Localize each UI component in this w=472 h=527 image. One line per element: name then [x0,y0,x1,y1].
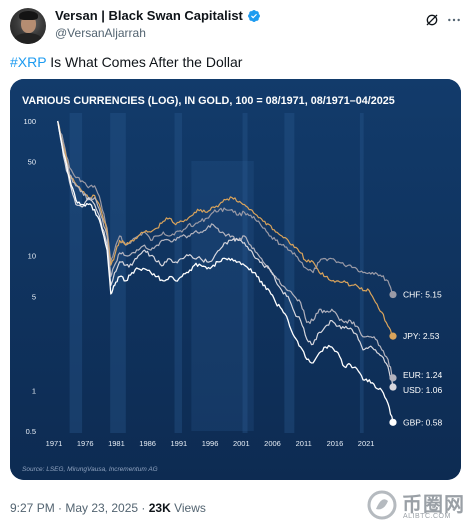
watermark-subtext: ALIBTC.COM [403,513,451,520]
end-labels: CHF: 5.15 JPY: 2.53 EUR: 1.24 USD: 1.06 GBP:… [389,290,442,427]
series-line-usd [57,120,394,388]
x-tick-label: 1981 [108,439,125,448]
band [359,113,364,433]
end-label-usd: USD: 1.06 [403,385,442,395]
x-tick-label: 2006 [264,439,281,448]
end-label-gbp: GBP: 0.58 [403,417,442,427]
series-line-jpy [57,120,394,337]
end-point-eur [389,374,397,382]
hashtag-link[interactable]: #XRP [10,54,47,70]
end-point-jpy [389,332,397,340]
currency-chart: VARIOUS CURRENCIES (LOG), IN GOLD, 100 =… [10,79,461,480]
x-tick-label: 2021 [358,439,375,448]
chart-image[interactable]: VARIOUS CURRENCIES (LOG), IN GOLD, 100 =… [10,79,461,480]
recession-bands [69,113,364,433]
end-label-chf: CHF: 5.15 [403,290,442,300]
band [110,113,126,433]
watermark-text: 币圈网 [402,494,465,516]
x-tick-label: 2016 [327,439,344,448]
end-point-gbp [389,418,397,426]
x-tick-label: 1996 [202,439,219,448]
x-tick-label: 1986 [139,439,156,448]
tweet-text-body: Is What Comes After the Dollar [46,54,243,70]
x-axis-ticks: 1971 1976 1981 1986 1991 1996 2001 2006 2011 2016… [46,439,375,448]
tweet-header: Versan | Black Swan Capitalist @VersanAl… [10,6,462,46]
y-tick-label: 10 [28,252,36,261]
band [242,113,248,433]
x-tick-label: 1976 [77,439,94,448]
series-line-eur [57,120,394,379]
tweet-text: #XRP Is What Comes After the Dollar [10,54,242,70]
series-line-gbp [57,120,394,423]
grok-icon[interactable] [424,12,440,28]
band [191,161,254,431]
watermark-logo-icon [367,490,397,520]
y-tick-label: 100 [23,117,36,126]
author-name[interactable]: Versan | Black Swan Capitalist [55,8,243,23]
band [69,113,83,433]
x-tick-label: 1971 [46,439,63,448]
site-watermark: 币圈网 ALIBTC.COM [366,487,466,525]
series-line-chf [57,120,394,295]
tweet-meta: 9:27 PM · May 23, 2025 · 23K Views [10,501,206,515]
end-point-usd [389,383,397,391]
end-label-eur: EUR: 1.24 [403,370,442,380]
y-tick-label: 1 [32,386,36,395]
views-label: Views [170,501,206,515]
avatar-hair [19,11,38,20]
series-lines [57,120,394,423]
end-point-chf [389,290,397,299]
author-row: Versan | Black Swan Capitalist [55,8,261,23]
band [284,113,295,433]
end-label-jpy: JPY: 2.53 [403,331,440,341]
avatar[interactable] [10,8,46,44]
x-tick-label: 2011 [296,439,312,448]
chart-title: VARIOUS CURRENCIES (LOG), IN GOLD, 100 =… [22,95,395,107]
verified-badge-icon [247,9,260,22]
avatar-shoulders [13,33,43,44]
x-tick-label: 1991 [171,439,188,448]
y-tick-label: 50 [28,158,36,167]
y-axis-ticks: 100 50 10 5 1 0.5 [23,117,36,436]
band [174,113,182,433]
chart-source: Source: LSEG, MirungVausa, Incrementum A… [22,466,158,473]
author-handle[interactable]: @VersanAljarrah [55,26,146,40]
more-icon[interactable] [446,12,462,28]
timestamp[interactable]: 9:27 PM · May 23, 2025 · [10,501,149,515]
x-tick-label: 2001 [233,439,250,448]
y-tick-label: 0.5 [26,427,36,436]
views-count: 23K [148,501,171,515]
y-tick-label: 5 [32,292,36,301]
